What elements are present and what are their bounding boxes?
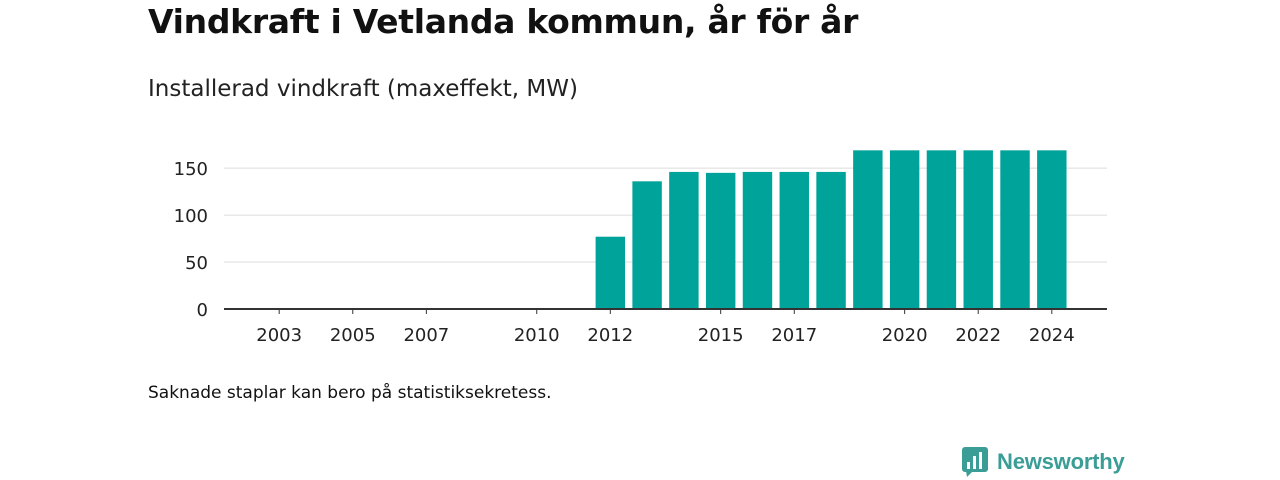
x-tick-label: 2010 — [514, 325, 560, 346]
y-tick-label: 50 — [185, 253, 208, 274]
bar-2019 — [853, 150, 883, 309]
x-tick-label: 2003 — [256, 325, 302, 346]
x-tick-label: 2020 — [882, 325, 928, 346]
x-tick-label: 2012 — [587, 325, 633, 346]
x-tick-label: 2005 — [330, 325, 376, 346]
y-tick-label: 100 — [174, 206, 208, 227]
newsworthy-logo-icon — [962, 447, 988, 477]
x-tick-label: 2015 — [698, 325, 744, 346]
bar-2012 — [595, 236, 626, 309]
x-tick-label: 2024 — [1029, 325, 1075, 346]
bar-2013 — [632, 181, 662, 309]
bar-2021 — [926, 150, 957, 309]
bar-2022 — [963, 150, 993, 309]
bar-2018 — [816, 171, 846, 309]
x-tick-label: 2017 — [771, 325, 817, 346]
bar-2014 — [669, 171, 699, 309]
chart-subtitle: Installerad vindkraft (maxeffekt, MW) — [148, 76, 578, 102]
x-tick-label: 2022 — [955, 325, 1001, 346]
brand-name: Newsworthy — [997, 449, 1125, 474]
bar-2015 — [705, 172, 736, 309]
bar-2024 — [1037, 150, 1067, 309]
y-tick-label: 150 — [174, 159, 208, 180]
bar-2020 — [889, 150, 920, 309]
bar-2023 — [1000, 150, 1030, 309]
y-tick-label: 0 — [197, 300, 208, 321]
x-tick-label: 2007 — [403, 325, 449, 346]
bar-2017 — [779, 171, 809, 309]
bar-2016 — [742, 171, 773, 309]
page-title: Vindkraft i Vetlanda kommun, år för år — [148, 2, 859, 41]
footnote: Saknade staplar kan bero på statistiksek… — [148, 383, 552, 403]
newsworthy-logo[interactable]: Newsworthy — [961, 446, 1125, 478]
